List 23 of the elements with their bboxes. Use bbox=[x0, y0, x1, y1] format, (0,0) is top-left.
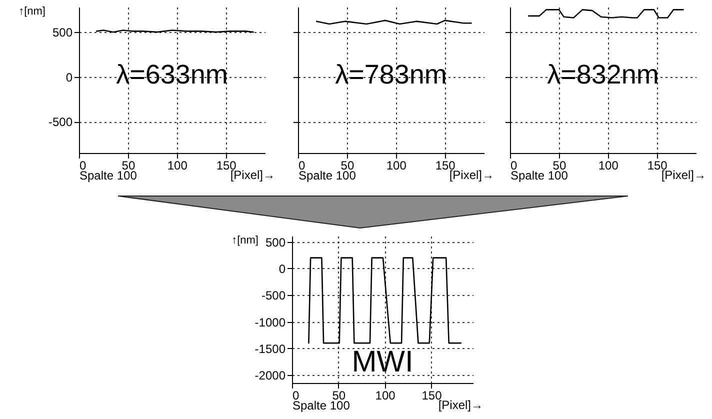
y-tick-label: 0 bbox=[278, 262, 286, 276]
y-tick-label: 500 bbox=[52, 26, 73, 40]
x-tick-label: 100 bbox=[167, 158, 188, 172]
y-tick-label: 0 bbox=[66, 70, 73, 84]
text: [Pixel]→ bbox=[438, 398, 483, 412]
annotation: λ=783nm bbox=[335, 60, 447, 90]
annotation: λ=633nm bbox=[116, 60, 228, 90]
y-tick-label: -1500 bbox=[254, 342, 286, 356]
y-tick-label: 500 bbox=[265, 235, 286, 250]
text: [Pixel]→ bbox=[230, 168, 275, 182]
y-axis-title: ↑[nm] bbox=[232, 234, 258, 246]
annotation: λ=832nm bbox=[547, 60, 659, 90]
text: [Pixel]→ bbox=[449, 168, 494, 182]
y-tick-label: -2000 bbox=[254, 368, 286, 383]
y-axis-title: ↑[nm] bbox=[18, 6, 46, 18]
annotation: MWI bbox=[352, 345, 414, 378]
y-tick-label: -500 bbox=[48, 115, 73, 130]
x-tick-label: 100 bbox=[386, 158, 407, 172]
text: [Pixel]→ bbox=[661, 168, 706, 182]
y-tick-label: -1000 bbox=[254, 315, 286, 330]
x-tick-label: 100 bbox=[598, 158, 619, 172]
y-tick-label: -500 bbox=[261, 288, 286, 303]
x-tick-label: 100 bbox=[375, 388, 396, 402]
